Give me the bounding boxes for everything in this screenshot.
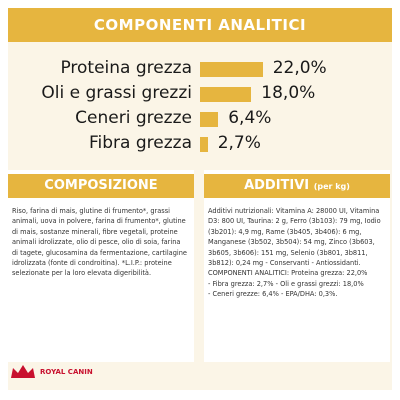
title-text: ADDITIVI (244, 178, 310, 193)
value-label: 6,4% (228, 108, 272, 128)
bar (200, 87, 252, 102)
category-label: Ceneri grezze (75, 108, 192, 128)
text-line: selezionate per la loro elevata digeribi… (12, 269, 152, 278)
logo-text: ROYAL CANIN (40, 368, 93, 376)
composition-panel: COMPOSIZIONE Riso, farina di mais, gluti… (8, 170, 194, 362)
text-line: Manganese (3b502, 3b504): 54 mg, Zinco (… (208, 238, 375, 247)
text-line: di mais, sostanze minerali, fibre vegeta… (12, 227, 178, 236)
text-line: (3b201): 4,9 mg, Rame (3b405, 3b406): 6 … (208, 227, 362, 236)
category-label: Proteina grezza (60, 58, 192, 78)
text-line: Riso, farina di mais, glutine di frument… (12, 207, 171, 215)
panel-title: ADDITIVI (per kg) (204, 174, 390, 198)
value-label: 18,0% (261, 83, 316, 103)
bar-row: Fibra grezza 2,7% (0, 133, 400, 157)
bar (200, 112, 219, 127)
title-unit: (per kg) (313, 182, 350, 191)
panel-title: COMPOSIZIONE (8, 174, 194, 198)
panel-text: Additivi nutrizionali: Vitamina A: 28000… (208, 206, 381, 300)
bar (200, 62, 263, 77)
text-line: - Ceneri grezze: 6,4% - EPA/DHA: 0,3%. (208, 290, 338, 299)
panel-text: Riso, farina di mais, glutine di frument… (12, 206, 187, 279)
value-label: 22,0% (272, 58, 327, 78)
bar-row: Ceneri grezze 6,4% (0, 108, 400, 132)
logo-crown (11, 365, 35, 378)
bar-row: Oli e grassi grezzi 18,0% (0, 83, 400, 107)
text-line: idrolizzata (fonte di condroitina). *L.I… (12, 259, 172, 268)
value-label: 2,7% (217, 133, 261, 153)
category-label: Fibra grezza (89, 133, 192, 153)
text-line: animali idrolizzate, olio di pesce, olio… (12, 238, 181, 247)
text-line: di tagete, glucosamina da fermentazione,… (12, 248, 187, 257)
text-line: Additivi nutrizionali: Vitamina A: 28000… (208, 207, 380, 215)
bar (200, 137, 208, 152)
bar-row: Proteina grezza 22,0% (0, 58, 400, 82)
text-line: D3: 800 UI, Taurina: 2 g, Ferro (3b103):… (208, 217, 381, 226)
text-line: 3b605, 3b606): 151 mg, Selenio (3b801, 3… (208, 248, 368, 257)
category-label: Oli e grassi grezzi (41, 83, 192, 103)
chart-title: COMPONENTI ANALITICI (8, 8, 392, 42)
text-line: COMPONENTI ANALITICI: Proteina grezza: 2… (208, 269, 368, 278)
text-line: animali, uova in polvere, farina di frum… (12, 217, 186, 226)
text-line: 3b812): 0,24 mg - Conservanti - Antiossi… (208, 259, 361, 268)
additives-panel: ADDITIVI (per kg) Additivi nutrizionali:… (204, 170, 390, 362)
text-line: - Fibra grezza: 2,7% - Oli e grassi grez… (208, 279, 364, 288)
